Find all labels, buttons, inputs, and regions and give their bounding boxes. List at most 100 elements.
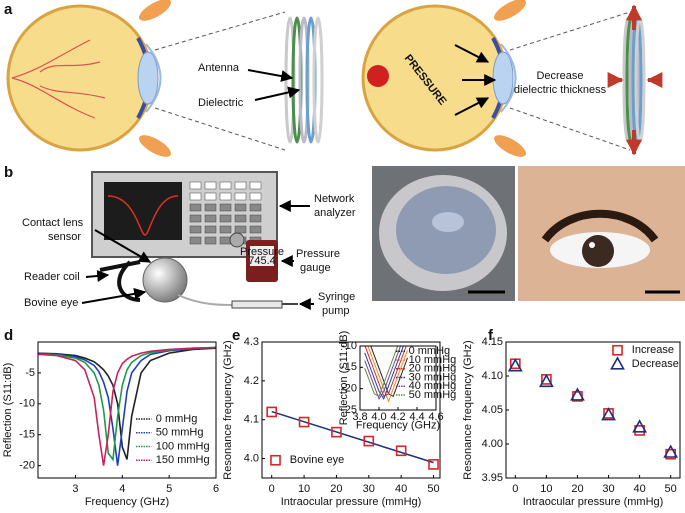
bovine-eye [142, 257, 188, 303]
legend-label: 150 mmHg [156, 454, 210, 466]
cornea [145, 43, 162, 113]
guide [154, 107, 286, 151]
button [204, 236, 217, 245]
vein [11, 39, 91, 79]
button [219, 236, 232, 245]
label: Bovine eye [24, 297, 78, 309]
label: Reader coil [24, 271, 80, 283]
y-tick-label: 3.95 [482, 472, 503, 484]
x-axis-label: Frequency (GHz) [356, 419, 440, 431]
optic-nerve [367, 65, 389, 87]
inset-bg [360, 346, 436, 410]
arrow [94, 229, 152, 263]
button [249, 203, 262, 212]
y-tick-label: -25 [341, 404, 357, 416]
marker [612, 344, 623, 356]
series-line [38, 346, 216, 462]
y-tick-label: 4.10 [482, 370, 503, 382]
label: Contact lens [22, 217, 84, 229]
photo-lens [432, 212, 464, 232]
x-tick-label: 10 [540, 483, 552, 495]
x-tick-label: 0 [269, 483, 275, 495]
vein [39, 61, 101, 73]
plot-frame [505, 341, 681, 479]
x-tick-label: 4.6 [428, 411, 443, 423]
button [249, 192, 262, 201]
screen [104, 182, 182, 240]
marker [507, 358, 523, 372]
series-line [364, 346, 404, 401]
lens-layer [312, 16, 324, 144]
x-axis-label: Frequency (GHz) [85, 496, 169, 508]
panel-label: a [4, 1, 13, 18]
legend-label: 10 mmHg [409, 354, 457, 366]
muscle [494, 135, 526, 157]
button [234, 203, 247, 212]
label: pump [322, 305, 350, 317]
vein [11, 77, 96, 119]
button [189, 203, 202, 212]
marker [663, 444, 679, 458]
legend-label: 50 mmHg [156, 427, 204, 439]
button [234, 225, 247, 234]
label: Decrease [536, 70, 583, 82]
plot-frame [37, 341, 217, 479]
button [189, 214, 202, 223]
button [219, 181, 232, 190]
y-tick-label: -20 [341, 383, 357, 395]
x-tick-label: 0 [512, 483, 518, 495]
chart: 0 10 20 30 40 50 3.95 4.00 4.05 4.10 4.15 Intraocul… [462, 336, 681, 508]
panel-label: e [232, 327, 240, 344]
panel-label: b [4, 164, 13, 181]
y-tick-label: 4.2 [244, 375, 259, 387]
series-line [38, 347, 216, 460]
button [234, 192, 247, 201]
lashes [541, 209, 659, 243]
legend-label: Bovine eye [290, 454, 344, 466]
x-tick-label: 4 [119, 483, 125, 495]
syringe [231, 300, 283, 309]
y-tick-label: -20 [19, 460, 35, 472]
legend-label: 0 mmHg [156, 413, 198, 425]
y-tick-label: 4.05 [482, 404, 503, 416]
button [189, 225, 202, 234]
marker [632, 419, 648, 433]
button [189, 181, 202, 190]
x-tick-label: 3 [72, 483, 78, 495]
legend-label: Decrease [632, 358, 679, 370]
series-line [364, 346, 399, 398]
plot-area [38, 346, 216, 466]
vein [39, 85, 106, 99]
button [204, 192, 217, 201]
legend-label: 50 mmHg [409, 389, 457, 401]
gauge-text: Pressure [240, 246, 284, 258]
chart: 3.8 4.0 4.2 4.4 4.6 -10 -15 -20 -25 Frequency (GH… [338, 331, 457, 432]
panel-label: d [4, 327, 13, 344]
x-tick-label: 10 [298, 483, 310, 495]
x-tick-label: 4.2 [390, 411, 405, 423]
button [204, 181, 217, 190]
x-tick-label: 4.4 [409, 411, 424, 423]
button [189, 192, 202, 201]
series-line [364, 346, 407, 398]
fit-line [271, 410, 434, 464]
gauge-screen [250, 246, 274, 266]
button [204, 203, 217, 212]
x-axis-label: Intraocular pressure (mmHg) [281, 496, 422, 508]
label: Network [314, 193, 355, 205]
button [249, 225, 262, 234]
button [189, 236, 202, 245]
arrow [254, 86, 301, 101]
button [249, 181, 262, 190]
y-tick-label: -10 [341, 340, 357, 352]
y-tick-label: -15 [19, 429, 35, 441]
button [234, 214, 247, 223]
marker [270, 454, 281, 466]
knob [229, 232, 245, 248]
marker [266, 406, 278, 418]
x-tick-label: 20 [330, 483, 342, 495]
panel-label: f [488, 327, 494, 344]
label: sensor [48, 231, 81, 243]
marker [601, 407, 616, 421]
